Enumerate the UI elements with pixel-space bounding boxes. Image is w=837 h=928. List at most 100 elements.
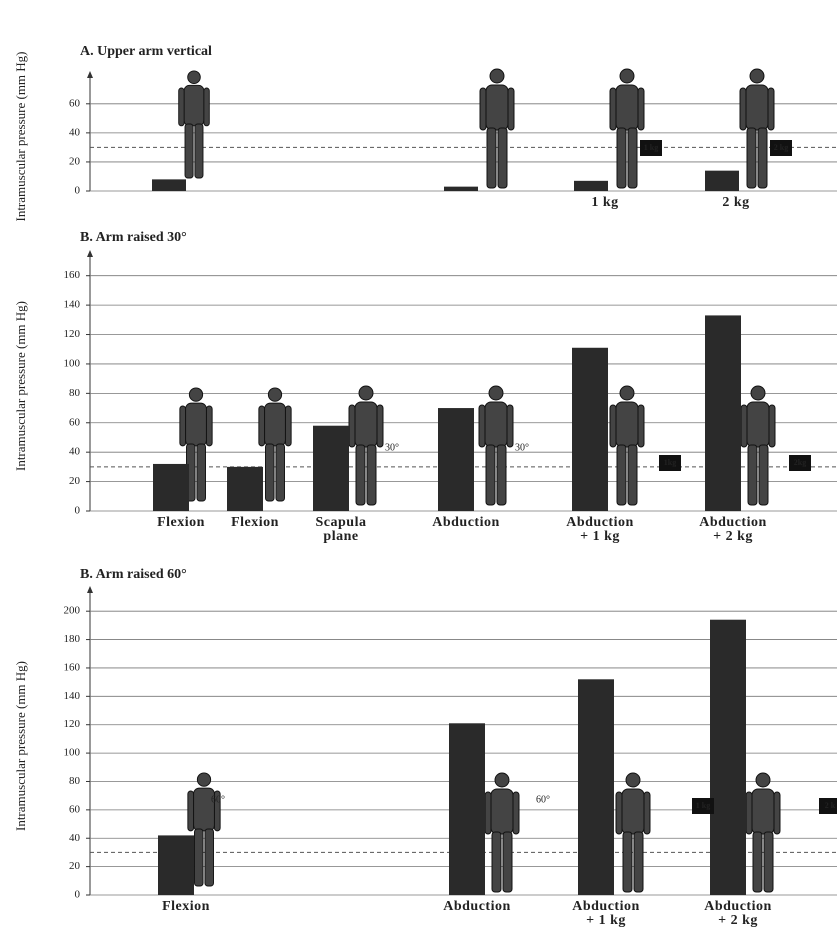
- figure-arm: [478, 404, 486, 448]
- x-tick-label: Flexion: [157, 515, 205, 530]
- x-tick-label: Flexion: [231, 515, 279, 530]
- figure-leg: [496, 444, 507, 506]
- bar: [438, 408, 474, 511]
- figure-leg: [196, 443, 206, 502]
- y-tick-label: 40: [69, 446, 81, 458]
- figure-arm: [637, 404, 645, 448]
- figure-leg: [757, 127, 768, 189]
- figure-arm: [739, 87, 747, 131]
- figure-arm: [637, 87, 645, 131]
- figure-leg: [485, 444, 496, 506]
- figure-arm: [609, 404, 617, 448]
- chart-title: B. Arm raised 30°: [80, 230, 187, 245]
- figure-head: [489, 68, 505, 84]
- y-tick-label: 0: [75, 889, 81, 901]
- figure-illustration: [745, 772, 781, 893]
- y-tick-label: 60: [69, 416, 81, 428]
- figure-leg: [616, 444, 627, 506]
- figure-head: [358, 385, 374, 401]
- figure-illustration: [178, 70, 210, 179]
- figure-arm: [767, 87, 775, 131]
- y-tick-label: 20: [69, 155, 81, 167]
- figure-arm: [479, 87, 487, 131]
- figure-arm: [484, 791, 492, 835]
- y-tick-label: 140: [64, 299, 81, 311]
- figure-leg: [627, 127, 638, 189]
- figure-head: [750, 385, 766, 401]
- x-tick-label: Flexion: [162, 899, 210, 914]
- x-tick-label: Scapula plane: [315, 515, 367, 544]
- annotation: 1 kg: [696, 801, 710, 810]
- weight-box: [770, 140, 792, 156]
- bar: [227, 466, 263, 511]
- figure-head: [488, 385, 504, 401]
- figure-illustration: [187, 772, 221, 887]
- y-tick-label: 100: [64, 357, 81, 369]
- y-tick-label: 20: [69, 860, 81, 872]
- x-tick-label: Abduction: [432, 515, 500, 530]
- figure-illustration: [739, 68, 775, 189]
- chart-title: B. Arm raised 60°: [80, 567, 187, 582]
- y-tick-label: 180: [64, 633, 81, 645]
- x-tick-label: Abduction + 2 kg: [704, 899, 772, 928]
- y-tick-label: 120: [64, 328, 81, 340]
- x-tick-label: 2 kg: [722, 195, 750, 210]
- y-tick-label: 160: [64, 661, 81, 673]
- figure-head: [196, 772, 212, 787]
- figure-arm: [284, 405, 292, 447]
- figure-torso: [615, 84, 639, 131]
- y-tick-label: 0: [75, 185, 81, 197]
- figure-arm: [258, 405, 266, 447]
- figure-arm: [178, 87, 185, 127]
- figure-head: [755, 772, 771, 788]
- figure-leg: [184, 123, 194, 179]
- x-tick-label: Abduction + 1 kg: [566, 515, 634, 544]
- y-axis-arrow: [87, 586, 93, 593]
- figure-leg: [616, 127, 627, 189]
- figure-leg: [633, 831, 644, 893]
- figure-illustration: [740, 385, 776, 506]
- y-tick-label: 0: [75, 505, 81, 517]
- figure-arm: [506, 404, 514, 448]
- figure-torso: [751, 788, 775, 835]
- figure-arm: [205, 405, 213, 447]
- figure-head: [625, 772, 641, 788]
- bar: [578, 679, 614, 895]
- figure-leg: [752, 831, 763, 893]
- figure-leg: [497, 127, 508, 189]
- y-tick-label: 80: [69, 775, 81, 787]
- figure-illustration: [484, 772, 520, 893]
- bar: [710, 619, 746, 895]
- figure-leg: [502, 831, 513, 893]
- figure-illustration: [258, 387, 292, 502]
- figure-illustration: [609, 385, 645, 506]
- figure-head: [619, 68, 635, 84]
- figure-head: [749, 68, 765, 84]
- y-tick-label: 200: [64, 605, 81, 617]
- annotation: 30°: [385, 442, 399, 453]
- bar: [152, 179, 186, 191]
- bar: [153, 463, 189, 511]
- figure-torso: [745, 84, 769, 131]
- annotation: 2 k: [825, 801, 836, 810]
- bar: [313, 425, 349, 511]
- figure-arm: [376, 404, 384, 448]
- annotation: 30°: [515, 442, 529, 453]
- figure-leg: [275, 443, 285, 502]
- y-tick-label: 80: [69, 387, 81, 399]
- figure-torso: [354, 401, 378, 448]
- figure-leg: [763, 831, 774, 893]
- x-tick-label: Abduction: [443, 899, 511, 914]
- y-tick-label: 100: [64, 747, 81, 759]
- figure-torso: [484, 401, 508, 448]
- figure-torso: [183, 84, 205, 127]
- figure-arm: [512, 791, 520, 835]
- figure-arm: [179, 405, 187, 447]
- weight-box: [819, 798, 837, 814]
- figure-leg: [265, 443, 275, 502]
- y-axis-arrow: [87, 71, 93, 78]
- figure-arm: [768, 404, 776, 448]
- figure-torso: [185, 402, 207, 447]
- figure-leg: [355, 444, 366, 506]
